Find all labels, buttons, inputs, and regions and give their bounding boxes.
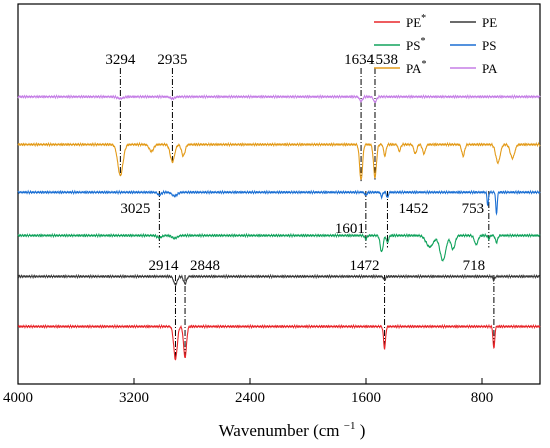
x-tick-label: 3200 — [119, 390, 149, 406]
series-line-ps-star — [17, 232, 541, 262]
peak-label: 1538 — [368, 52, 398, 68]
legend-label: PE* — [406, 13, 426, 30]
x-axis-unit-close: ) — [360, 421, 366, 440]
peak-label: 718 — [463, 258, 486, 274]
series-line-ps — [17, 189, 541, 216]
legend-label: PA* — [406, 59, 426, 76]
legend-label: PS* — [406, 36, 425, 53]
x-tick-label: 4000 — [3, 390, 33, 406]
spectra — [17, 93, 541, 361]
series-line-pa — [17, 93, 541, 104]
legend: PE* PE PS* PS PA* PA — [374, 13, 498, 76]
peak-label: 3025 — [120, 201, 150, 217]
legend-label: PE — [482, 15, 497, 30]
legend-label: PS — [482, 38, 496, 53]
peak-label: 2848 — [190, 258, 220, 274]
x-axis-unit-exp: −1 — [344, 420, 356, 432]
peak-label: 1452 — [398, 201, 428, 217]
peak-label: 753 — [462, 201, 485, 217]
x-tick-label: 800 — [471, 390, 494, 406]
series-line-pe-star — [17, 323, 541, 361]
guide-lines — [119, 68, 495, 360]
plot-frame — [17, 3, 541, 385]
peak-label: 3294 — [105, 52, 136, 68]
x-tick-label: 2400 — [235, 390, 265, 406]
x-axis-title: Wavenumber (cm −1 ) — [219, 414, 366, 440]
peak-label: 2914 — [148, 258, 179, 274]
x-tick-label: 1600 — [351, 390, 381, 406]
peak-label: 2935 — [157, 52, 187, 68]
series-line-pe — [17, 273, 541, 287]
x-axis-unit: (cm — [313, 421, 339, 440]
x-axis-ticks: 4000 3200 2400 1600 800 — [3, 378, 493, 406]
x-axis-title-text: Wavenumber — [219, 421, 310, 440]
peak-label: 1472 — [350, 258, 380, 274]
legend-label: PA — [482, 61, 498, 76]
series-line-pa-star — [17, 141, 541, 181]
peak-label: 1634 — [344, 52, 375, 68]
peak-label: 1601 — [335, 221, 365, 237]
